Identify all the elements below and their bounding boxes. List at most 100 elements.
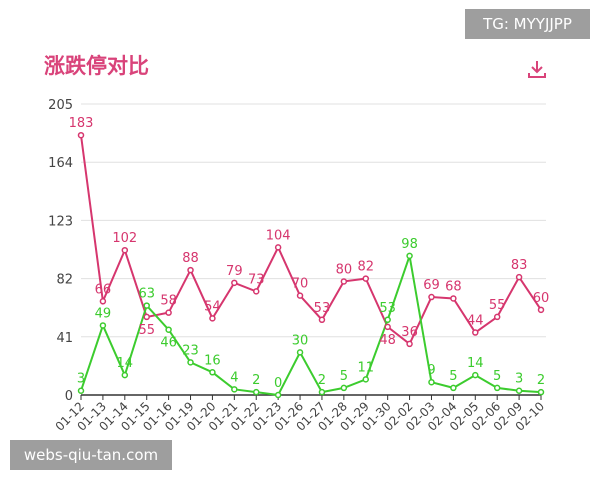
data-label: 5 <box>493 369 501 384</box>
y-tick-label: 82 <box>56 273 73 288</box>
data-point <box>428 378 435 386</box>
series-line-0 <box>80 135 542 346</box>
data-point <box>77 387 85 394</box>
data-point <box>143 313 150 321</box>
data-point <box>318 316 326 324</box>
data-point <box>231 386 238 393</box>
data-point <box>296 349 304 356</box>
data-label: 80 <box>336 262 353 277</box>
data-label: 53 <box>379 301 396 316</box>
y-tick-label: 123 <box>48 214 73 229</box>
data-point <box>274 244 282 251</box>
data-label: 102 <box>112 231 137 246</box>
data-label: 44 <box>467 314 484 329</box>
data-label: 4 <box>230 370 238 385</box>
data-point <box>340 384 348 392</box>
data-label: 183 <box>69 116 94 131</box>
data-label: 5 <box>340 369 348 384</box>
data-label: 66 <box>95 282 112 297</box>
data-point <box>296 292 304 299</box>
data-label: 73 <box>248 272 265 287</box>
data-point <box>362 275 370 282</box>
data-point <box>450 295 457 302</box>
data-label: 60 <box>533 291 550 306</box>
data-label: 49 <box>95 306 112 321</box>
data-label: 82 <box>357 260 374 275</box>
data-point <box>537 388 545 396</box>
y-tick-label: 0 <box>65 389 73 404</box>
data-label: 11 <box>357 360 374 375</box>
data-point <box>187 359 194 366</box>
y-tick-label: 164 <box>48 156 73 171</box>
data-label: 16 <box>204 353 221 368</box>
data-label: 104 <box>266 228 291 243</box>
data-point <box>318 388 326 396</box>
data-label: 3 <box>515 372 523 387</box>
site-label: webs-qiu-tan.com <box>10 440 172 470</box>
data-label: 2 <box>252 373 260 388</box>
data-label: 3 <box>77 372 85 387</box>
data-label: 14 <box>467 356 484 371</box>
data-label: 46 <box>160 336 177 351</box>
data-label: 23 <box>182 343 199 358</box>
tg-label: TG: MYYJJPP <box>465 9 590 39</box>
data-point <box>406 252 413 260</box>
data-point <box>231 279 238 287</box>
data-point <box>187 266 194 274</box>
data-label: 69 <box>423 278 440 293</box>
data-point <box>121 246 129 254</box>
data-point <box>537 306 545 314</box>
data-point <box>165 326 172 333</box>
data-point <box>274 391 282 399</box>
data-point <box>99 298 107 305</box>
download-icon[interactable] <box>526 58 548 80</box>
data-label: 9 <box>427 363 435 378</box>
data-label: 48 <box>379 333 396 348</box>
data-point <box>143 302 150 309</box>
data-label: 2 <box>318 373 326 388</box>
data-point <box>252 288 260 295</box>
data-label: 63 <box>138 287 155 302</box>
data-label: 30 <box>292 333 309 348</box>
data-label: 68 <box>445 279 462 294</box>
data-point <box>472 329 479 336</box>
data-label: 70 <box>292 277 309 292</box>
data-label: 98 <box>401 237 418 252</box>
data-label: 83 <box>511 258 528 273</box>
data-point <box>99 322 107 329</box>
data-point <box>209 369 216 376</box>
data-point <box>252 388 260 396</box>
data-point <box>384 323 391 331</box>
data-label: 14 <box>117 356 134 371</box>
data-label: 55 <box>138 323 155 338</box>
data-label: 36 <box>401 325 418 340</box>
data-label: 54 <box>204 299 221 314</box>
chart-title: 涨跌停对比 <box>44 54 149 78</box>
data-point <box>450 384 457 392</box>
series-line-1 <box>80 255 542 397</box>
y-tick-label: 41 <box>56 331 73 346</box>
data-point <box>121 371 129 379</box>
data-label: 2 <box>537 373 545 388</box>
data-point <box>165 309 172 316</box>
data-label: 88 <box>182 251 199 266</box>
y-tick-label: 205 <box>48 98 73 113</box>
data-point <box>515 387 523 394</box>
data-label: 79 <box>226 264 243 279</box>
data-point <box>406 340 413 348</box>
data-label: 53 <box>314 301 331 316</box>
data-label: 58 <box>160 294 177 309</box>
data-label: 5 <box>449 369 457 384</box>
data-point <box>209 315 216 322</box>
data-point <box>493 313 501 321</box>
data-point <box>384 316 391 324</box>
data-point <box>472 371 479 379</box>
data-point <box>515 273 523 281</box>
data-label: 0 <box>274 376 282 391</box>
data-label: 55 <box>489 298 506 313</box>
data-point <box>340 278 348 285</box>
data-point <box>77 131 85 139</box>
data-point <box>362 376 370 383</box>
data-point <box>493 384 501 392</box>
